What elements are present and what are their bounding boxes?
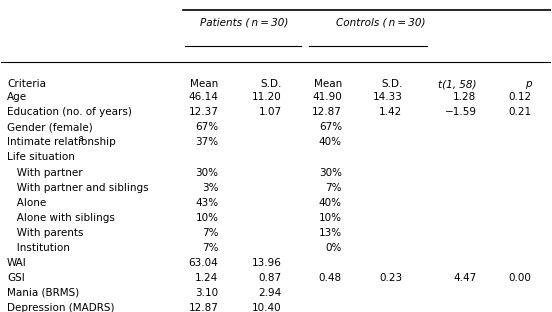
Text: Criteria: Criteria <box>7 79 46 90</box>
Text: 0%: 0% <box>326 243 342 253</box>
Text: 43%: 43% <box>195 197 219 207</box>
Text: With parents: With parents <box>7 227 83 238</box>
Text: 4.47: 4.47 <box>453 273 476 283</box>
Text: 0.00: 0.00 <box>508 273 532 283</box>
Text: Depression (MADRS): Depression (MADRS) <box>7 303 114 312</box>
Text: Mean: Mean <box>190 79 219 90</box>
Text: 3%: 3% <box>202 183 219 193</box>
Text: 1.28: 1.28 <box>453 92 476 102</box>
Text: Alone: Alone <box>7 197 46 207</box>
Text: Mania (BRMS): Mania (BRMS) <box>7 288 79 298</box>
Text: p: p <box>525 79 532 90</box>
Text: Institution: Institution <box>7 243 70 253</box>
Text: 13%: 13% <box>319 227 342 238</box>
Text: Gender (female): Gender (female) <box>7 122 93 132</box>
Text: Controls ( n = 30): Controls ( n = 30) <box>336 17 425 27</box>
Text: 10%: 10% <box>195 212 219 222</box>
Text: Patients ( n = 30): Patients ( n = 30) <box>200 17 289 27</box>
Text: t(1, 58): t(1, 58) <box>438 79 476 90</box>
Text: Education (no. of years): Education (no. of years) <box>7 107 132 117</box>
Text: With partner: With partner <box>7 168 82 178</box>
Text: WAI: WAI <box>7 258 26 268</box>
Text: 7%: 7% <box>326 183 342 193</box>
Text: S.D.: S.D. <box>381 79 402 90</box>
Text: With partner and siblings: With partner and siblings <box>7 183 148 193</box>
Text: 10.40: 10.40 <box>252 303 282 312</box>
Text: 3.10: 3.10 <box>195 288 219 298</box>
Text: Mean: Mean <box>314 79 342 90</box>
Text: 67%: 67% <box>319 122 342 132</box>
Text: 1.24: 1.24 <box>195 273 219 283</box>
Text: 13.96: 13.96 <box>252 258 282 268</box>
Text: 67%: 67% <box>195 122 219 132</box>
Text: Life situation: Life situation <box>7 153 75 163</box>
Text: 40%: 40% <box>319 197 342 207</box>
Text: 2.94: 2.94 <box>258 288 282 298</box>
Text: 30%: 30% <box>319 168 342 178</box>
Text: Age: Age <box>7 92 27 102</box>
Text: 11.20: 11.20 <box>252 92 282 102</box>
Text: 37%: 37% <box>195 138 219 148</box>
Text: 10%: 10% <box>319 212 342 222</box>
Text: 12.87: 12.87 <box>188 303 219 312</box>
Text: Alone with siblings: Alone with siblings <box>7 212 115 222</box>
Text: 0.12: 0.12 <box>508 92 532 102</box>
Text: −1.59: −1.59 <box>444 107 476 117</box>
Text: S.D.: S.D. <box>260 79 282 90</box>
Text: 46.14: 46.14 <box>188 92 219 102</box>
Text: 41.90: 41.90 <box>312 92 342 102</box>
Text: 7%: 7% <box>202 227 219 238</box>
Text: 7%: 7% <box>202 243 219 253</box>
Text: 40%: 40% <box>319 138 342 148</box>
Text: GSI: GSI <box>7 273 25 283</box>
Text: 14.33: 14.33 <box>373 92 402 102</box>
Text: a: a <box>78 134 83 143</box>
Text: 30%: 30% <box>195 168 219 178</box>
Text: 12.37: 12.37 <box>188 107 219 117</box>
Text: 12.87: 12.87 <box>312 107 342 117</box>
Text: 0.21: 0.21 <box>508 107 532 117</box>
Text: 0.48: 0.48 <box>319 273 342 283</box>
Text: 0.23: 0.23 <box>379 273 402 283</box>
Text: 63.04: 63.04 <box>189 258 219 268</box>
Text: 0.87: 0.87 <box>258 273 282 283</box>
Text: Intimate relationship: Intimate relationship <box>7 138 115 148</box>
Text: 1.07: 1.07 <box>258 107 282 117</box>
Text: 1.42: 1.42 <box>379 107 402 117</box>
